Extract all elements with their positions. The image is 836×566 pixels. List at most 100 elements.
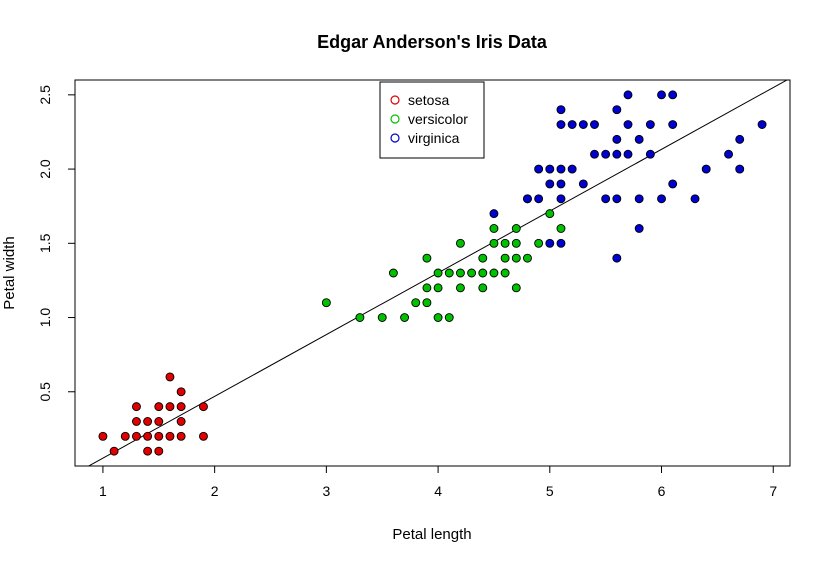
data-point-versicolor bbox=[422, 283, 432, 293]
data-point-virginica bbox=[556, 105, 566, 115]
data-point-setosa bbox=[154, 431, 164, 441]
data-point-versicolor bbox=[511, 238, 521, 248]
data-point-virginica bbox=[601, 194, 611, 204]
data-point-virginica bbox=[645, 120, 655, 129]
x-tick-label: 5 bbox=[546, 483, 554, 499]
data-point-virginica bbox=[645, 149, 655, 159]
data-point-setosa bbox=[165, 372, 175, 382]
data-point-setosa bbox=[154, 417, 164, 426]
data-point-setosa bbox=[120, 431, 130, 441]
data-point-setosa bbox=[143, 417, 153, 426]
data-point-versicolor bbox=[321, 298, 331, 308]
data-point-virginica bbox=[590, 149, 599, 159]
data-point-virginica bbox=[623, 120, 633, 129]
data-point-virginica bbox=[612, 105, 622, 115]
data-point-versicolor bbox=[411, 298, 421, 308]
data-point-virginica bbox=[556, 194, 566, 204]
data-point-virginica bbox=[623, 90, 633, 100]
data-point-versicolor bbox=[433, 268, 443, 278]
data-point-virginica bbox=[601, 149, 611, 159]
data-point-versicolor bbox=[511, 253, 521, 263]
data-point-virginica bbox=[489, 209, 499, 219]
data-point-virginica bbox=[612, 194, 622, 204]
data-point-virginica bbox=[534, 194, 544, 204]
data-point-virginica bbox=[590, 120, 599, 129]
data-point-setosa bbox=[143, 446, 153, 456]
data-point-virginica bbox=[634, 134, 644, 144]
data-point-setosa bbox=[199, 402, 208, 412]
y-tick-label: 1.5 bbox=[37, 233, 53, 253]
data-point-virginica bbox=[556, 120, 566, 129]
data-point-versicolor bbox=[478, 268, 488, 278]
data-point-setosa bbox=[154, 446, 164, 456]
data-point-setosa bbox=[154, 402, 164, 412]
data-point-virginica bbox=[534, 164, 544, 174]
data-point-virginica bbox=[567, 120, 577, 129]
data-point-setosa bbox=[165, 402, 175, 412]
data-point-versicolor bbox=[455, 283, 465, 293]
data-point-versicolor bbox=[489, 238, 499, 248]
data-point-versicolor bbox=[489, 224, 499, 233]
data-point-versicolor bbox=[433, 313, 443, 322]
data-point-versicolor bbox=[422, 253, 432, 263]
data-point-setosa bbox=[176, 431, 186, 441]
data-point-virginica bbox=[634, 224, 644, 233]
data-point-setosa bbox=[165, 431, 175, 441]
x-tick-label: 7 bbox=[769, 483, 777, 499]
data-point-virginica bbox=[657, 194, 666, 204]
data-point-versicolor bbox=[478, 253, 488, 263]
data-point-virginica bbox=[612, 253, 622, 263]
data-point-setosa bbox=[131, 402, 141, 412]
data-point-versicolor bbox=[422, 298, 432, 308]
data-point-versicolor bbox=[467, 268, 477, 278]
x-tick-label: 1 bbox=[99, 483, 107, 499]
y-tick-label: 2.5 bbox=[37, 85, 53, 105]
data-point-versicolor bbox=[444, 268, 454, 278]
data-point-versicolor bbox=[388, 268, 398, 278]
data-point-setosa bbox=[98, 431, 108, 441]
data-point-virginica bbox=[668, 179, 678, 189]
data-point-virginica bbox=[545, 179, 555, 189]
data-point-virginica bbox=[757, 120, 767, 129]
legend-marker-versicolor bbox=[390, 114, 400, 124]
data-point-setosa bbox=[143, 431, 153, 441]
x-tick-label: 4 bbox=[434, 483, 442, 499]
data-point-versicolor bbox=[500, 268, 510, 278]
data-point-versicolor bbox=[433, 283, 443, 293]
chart-title: Edgar Anderson's Iris Data bbox=[317, 32, 548, 52]
data-point-virginica bbox=[567, 164, 577, 174]
data-point-versicolor bbox=[556, 224, 566, 233]
data-point-virginica bbox=[623, 149, 633, 159]
legend-label-virginica: virginica bbox=[408, 130, 460, 146]
data-point-virginica bbox=[735, 134, 745, 144]
data-point-versicolor bbox=[400, 313, 410, 322]
data-point-setosa bbox=[176, 417, 186, 426]
data-point-versicolor bbox=[511, 283, 521, 293]
data-point-versicolor bbox=[523, 253, 532, 263]
data-point-virginica bbox=[556, 164, 566, 174]
data-point-virginica bbox=[701, 164, 711, 174]
data-point-versicolor bbox=[545, 209, 555, 219]
data-point-virginica bbox=[612, 149, 622, 159]
y-tick-label: 1.0 bbox=[37, 308, 53, 328]
y-tick-label: 0.5 bbox=[37, 382, 53, 402]
legend-label-setosa: setosa bbox=[408, 92, 449, 108]
data-point-setosa bbox=[199, 431, 208, 441]
data-point-virginica bbox=[612, 134, 622, 144]
data-point-virginica bbox=[556, 179, 566, 189]
data-point-virginica bbox=[668, 120, 678, 129]
data-point-virginica bbox=[545, 238, 555, 248]
data-point-versicolor bbox=[455, 238, 465, 248]
plot-area: 1 2 3 4 5 6 7 0.5 1.0 1.5 2.0 2.5 setosa versicolor vi… bbox=[37, 79, 791, 499]
data-point-versicolor bbox=[534, 238, 544, 248]
data-point-versicolor bbox=[511, 224, 521, 233]
x-tick-label: 6 bbox=[658, 483, 666, 499]
data-point-virginica bbox=[724, 149, 734, 159]
data-point-virginica bbox=[578, 179, 588, 189]
data-point-setosa bbox=[176, 402, 186, 412]
legend-marker-virginica bbox=[390, 133, 400, 143]
data-point-virginica bbox=[735, 164, 745, 174]
data-point-versicolor bbox=[500, 238, 510, 248]
